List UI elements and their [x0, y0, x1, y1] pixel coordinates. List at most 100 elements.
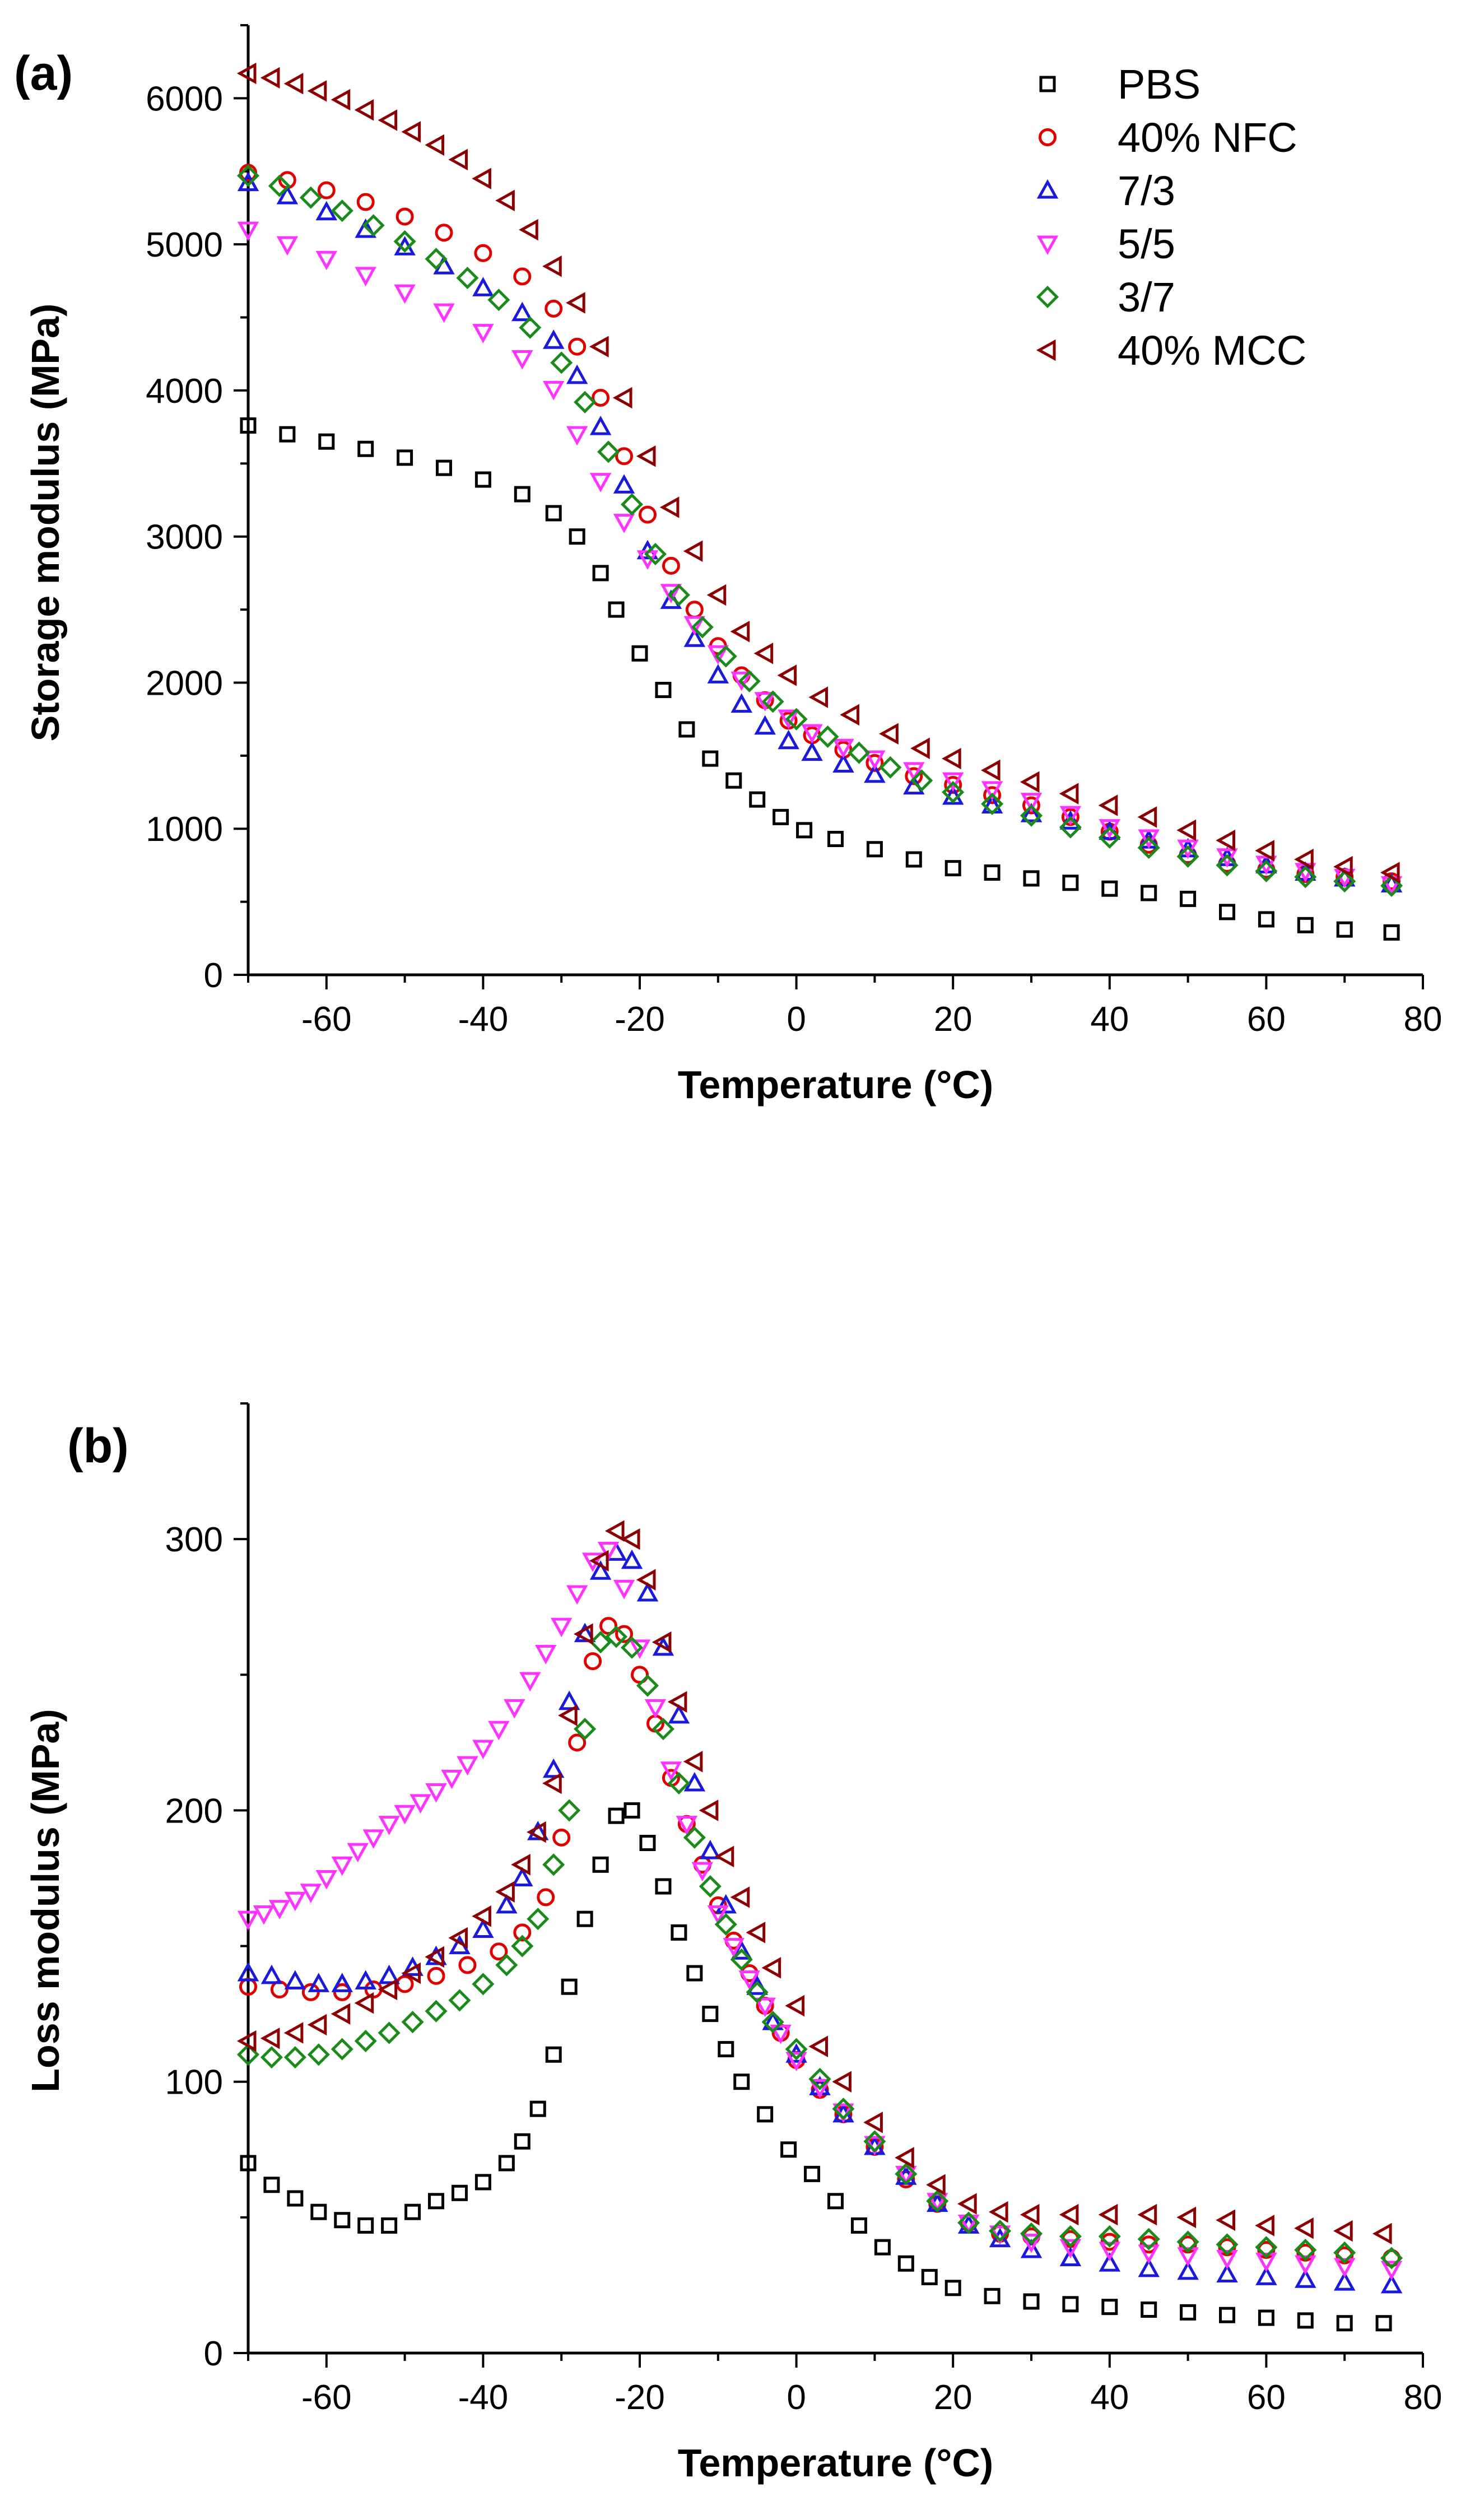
- data-point: [284, 1970, 306, 1990]
- data-point: [331, 199, 353, 222]
- data-point: [1138, 2244, 1160, 2264]
- data-point: [333, 1983, 351, 2001]
- data-point: [263, 2177, 280, 2193]
- data-point: [615, 1625, 634, 1643]
- data-point: [1383, 924, 1400, 941]
- series-7-3: [237, 171, 1403, 892]
- data-point: [757, 2106, 774, 2123]
- data-point: [1059, 816, 1082, 839]
- data-point: [942, 781, 965, 804]
- y-axis-title: Loss modulus (MPa): [24, 1709, 67, 2092]
- data-point: [639, 1835, 656, 1852]
- data-point: [1216, 2263, 1238, 2283]
- data-point: [746, 1980, 769, 2003]
- data-point: [529, 2100, 546, 2117]
- data-point: [1176, 2230, 1199, 2253]
- data-point: [667, 1691, 687, 1713]
- data-point: [1059, 783, 1079, 805]
- data-point: [699, 1800, 719, 1821]
- data-point: [276, 184, 299, 204]
- data-point: [542, 255, 562, 277]
- data-point: [1141, 885, 1157, 901]
- series-pbs: [240, 417, 1400, 941]
- data-point: [754, 715, 776, 735]
- data-point: [1380, 862, 1400, 884]
- data-point: [472, 1905, 491, 1927]
- data-point: [980, 759, 1001, 782]
- data-point: [942, 747, 961, 770]
- data-point: [620, 1636, 644, 1659]
- data-point: [534, 1645, 557, 1664]
- x-tick-label: 60: [1247, 2378, 1286, 2417]
- data-point: [667, 1772, 690, 1795]
- data-point: [785, 2052, 807, 2072]
- data-point: [662, 556, 680, 575]
- data-point: [331, 2038, 353, 2061]
- data-point: [691, 616, 714, 639]
- data-point: [840, 704, 859, 726]
- data-point: [644, 542, 667, 566]
- data-point: [425, 134, 445, 156]
- data-point: [542, 380, 565, 401]
- data-point: [514, 486, 531, 503]
- data-point: [1380, 2273, 1403, 2294]
- data-point: [315, 1870, 338, 1890]
- data-point: [495, 1954, 518, 1977]
- data-point: [589, 1560, 612, 1580]
- data-point: [472, 1973, 495, 1996]
- data-point: [1101, 880, 1118, 897]
- data-point: [427, 1966, 445, 1985]
- data-point: [905, 851, 922, 868]
- data-point: [428, 2193, 445, 2210]
- x-tick-label: 0: [787, 2378, 806, 2417]
- data-point: [356, 193, 375, 211]
- data-point: [1380, 2261, 1403, 2281]
- y-tick-label: 0: [204, 956, 223, 995]
- data-point: [301, 1983, 320, 2001]
- data-point: [300, 1884, 322, 1903]
- data-point: [276, 236, 299, 256]
- data-point: [545, 505, 562, 522]
- data-point: [558, 1799, 581, 1822]
- data-point: [1255, 840, 1274, 862]
- data-point: [910, 769, 933, 792]
- data-point: [395, 1975, 414, 1993]
- data-point: [848, 741, 871, 764]
- data-point: [613, 1579, 635, 1600]
- data-point: [957, 2215, 980, 2234]
- data-point: [472, 1918, 494, 1938]
- legend: PBS 40% NFC 7/3 5/5 3/7 40% MCC: [1036, 61, 1306, 374]
- data-point: [270, 1980, 289, 1999]
- data-point: [864, 763, 886, 783]
- data-point: [761, 1957, 781, 1979]
- data-point: [1180, 2304, 1197, 2321]
- y-tick-label: 6000: [146, 80, 223, 118]
- data-point: [550, 351, 573, 374]
- series-3-7: [236, 164, 1403, 897]
- data-point: [864, 750, 886, 770]
- data-point: [660, 1761, 682, 1781]
- data-point: [561, 1978, 578, 1995]
- legend-label: 40% NFC: [1118, 114, 1297, 161]
- panel-b-loss-modulus: (b) -60 -40 -20 0 20 40 60 80 0 100 200 300 Temperatu…: [24, 1402, 1443, 2485]
- data-point: [395, 207, 414, 226]
- data-point: [334, 2212, 351, 2229]
- data-point: [514, 2133, 531, 2150]
- data-point: [448, 1989, 471, 2012]
- data-point: [785, 2038, 808, 2061]
- data-point: [488, 1721, 510, 1741]
- x-tick-label: 40: [1090, 2378, 1129, 2417]
- data-point: [623, 1802, 640, 1819]
- y-tick-label: 100: [165, 2063, 223, 2102]
- data-point: [753, 643, 774, 664]
- data-point: [827, 2193, 844, 2210]
- series-pbs: [240, 1802, 1392, 2332]
- data-point: [604, 1520, 625, 1542]
- data-point: [879, 756, 902, 779]
- data-point: [511, 1935, 534, 1958]
- data-point: [236, 2030, 257, 2052]
- x-tick-label: 80: [1404, 2378, 1443, 2417]
- data-point: [566, 1585, 588, 1605]
- data-point: [354, 2030, 377, 2053]
